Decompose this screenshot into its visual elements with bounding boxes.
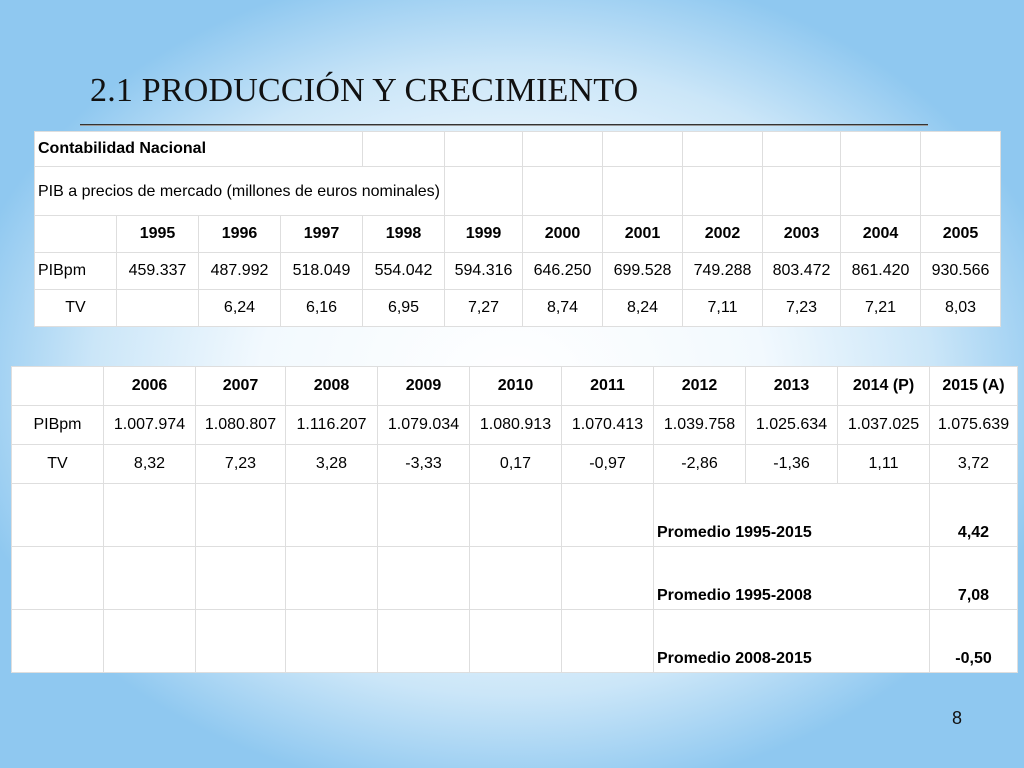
average-label: Promedio 1995-2015 (653, 483, 930, 547)
value-cell: 8,24 (602, 289, 684, 327)
year-header-row: 1995 1996 1997 1998 1999 2000 2001 2002 … (34, 215, 1002, 253)
average-value: -0,50 (929, 609, 1018, 673)
year-cell: 2000 (522, 215, 604, 253)
year-cell: 2002 (682, 215, 764, 253)
value-cell: 7,23 (762, 289, 842, 327)
table-row: TV 6,24 6,16 6,95 7,27 8,74 8,24 7,11 7,… (34, 289, 1002, 327)
average-value: 4,42 (929, 483, 1018, 547)
year-cell: 2005 (920, 215, 1002, 253)
average-row: Promedio 2008-2015 -0,50 (11, 609, 1018, 673)
value-cell: 487.992 (198, 252, 281, 290)
year-cell: 1995 (116, 215, 199, 253)
value-cell: 3,28 (285, 444, 378, 484)
table-row: PIBpm 1.007.974 1.080.807 1.116.207 1.07… (11, 405, 1018, 445)
value-cell: 6,24 (198, 289, 281, 327)
value-cell: 6,16 (279, 289, 364, 327)
value-cell: 1.037.025 (837, 405, 930, 445)
year-header-row: 2006 2007 2008 2009 2010 2011 2012 2013 … (11, 366, 1018, 406)
value-cell: 7,21 (840, 289, 922, 327)
year-cell: 2011 (561, 366, 654, 406)
gdp-table-2006-2015: 2006 2007 2008 2009 2010 2011 2012 2013 … (11, 366, 1018, 673)
year-cell: 2015 (A) (929, 366, 1018, 406)
value-cell: 646.250 (522, 252, 604, 290)
year-cell: 2009 (377, 366, 470, 406)
value-cell: 1.075.639 (929, 405, 1018, 445)
year-cell: 2004 (840, 215, 922, 253)
value-cell: 861.420 (840, 252, 922, 290)
value-cell: 1.025.634 (745, 405, 838, 445)
table-row: TV 8,32 7,23 3,28 -3,33 0,17 -0,97 -2,86… (11, 444, 1018, 484)
value-cell: 518.049 (279, 252, 364, 290)
value-cell: 554.042 (362, 252, 446, 290)
value-cell: -2,86 (653, 444, 746, 484)
year-cell: 1999 (444, 215, 524, 253)
gdp-table-1995-2005: Contabilidad Nacional PIB a precios de m… (33, 131, 1002, 327)
value-cell: 8,03 (920, 289, 1002, 327)
page-number: 8 (952, 708, 963, 728)
value-cell: -0,97 (561, 444, 654, 484)
row-label: TV (11, 444, 104, 484)
table-heading: Contabilidad Nacional (33, 131, 364, 167)
year-cell: 2013 (745, 366, 838, 406)
value-cell: 3,72 (929, 444, 1018, 484)
value-cell: 1.080.807 (195, 405, 286, 445)
year-cell: 2001 (602, 215, 684, 253)
value-cell: 1.079.034 (377, 405, 470, 445)
year-cell: 2008 (285, 366, 378, 406)
value-cell: 1,11 (837, 444, 930, 484)
value-cell: 459.337 (116, 252, 199, 290)
value-cell: 803.472 (762, 252, 842, 290)
value-cell: 930.566 (920, 252, 1002, 290)
value-cell: 7,23 (195, 444, 286, 484)
average-label: Promedio 2008-2015 (653, 609, 930, 673)
value-cell: 7,11 (682, 289, 764, 327)
value-cell: 0,17 (469, 444, 562, 484)
value-cell: 6,95 (362, 289, 446, 327)
slide-title: 2.1 PRODUCCIÓN Y CRECIMIENTO (90, 72, 639, 109)
row-label: PIBpm (11, 405, 104, 445)
value-cell: -3,33 (377, 444, 470, 484)
row-label: TV (34, 289, 117, 327)
value-cell: 749.288 (682, 252, 764, 290)
value-cell: 1.116.207 (285, 405, 378, 445)
title-underline (80, 124, 928, 126)
value-cell: -1,36 (745, 444, 838, 484)
value-cell: 594.316 (444, 252, 524, 290)
year-cell: 1996 (198, 215, 281, 253)
row-label: PIBpm (34, 252, 117, 290)
year-cell: 2006 (103, 366, 196, 406)
value-cell: 8,74 (522, 289, 604, 327)
value-cell (116, 289, 199, 327)
table-subheading: PIB a precios de mercado (millones de eu… (33, 166, 446, 216)
table-row: PIBpm 459.337 487.992 518.049 554.042 59… (34, 252, 1002, 290)
year-cell: 1997 (279, 215, 364, 253)
value-cell: 1.080.913 (469, 405, 562, 445)
year-cell: 2012 (653, 366, 746, 406)
value-cell: 1.007.974 (103, 405, 196, 445)
average-row: Promedio 1995-2015 4,42 (11, 483, 1018, 547)
year-cell: 2010 (469, 366, 562, 406)
value-cell: 699.528 (602, 252, 684, 290)
value-cell: 1.039.758 (653, 405, 746, 445)
year-cell: 2014 (P) (837, 366, 930, 406)
average-label: Promedio 1995-2008 (653, 546, 930, 610)
year-cell: 2007 (195, 366, 286, 406)
average-value: 7,08 (929, 546, 1018, 610)
average-row: Promedio 1995-2008 7,08 (11, 546, 1018, 610)
value-cell: 8,32 (103, 444, 196, 484)
value-cell: 1.070.413 (561, 405, 654, 445)
year-cell: 2003 (762, 215, 842, 253)
value-cell: 7,27 (444, 289, 524, 327)
year-cell: 1998 (362, 215, 446, 253)
